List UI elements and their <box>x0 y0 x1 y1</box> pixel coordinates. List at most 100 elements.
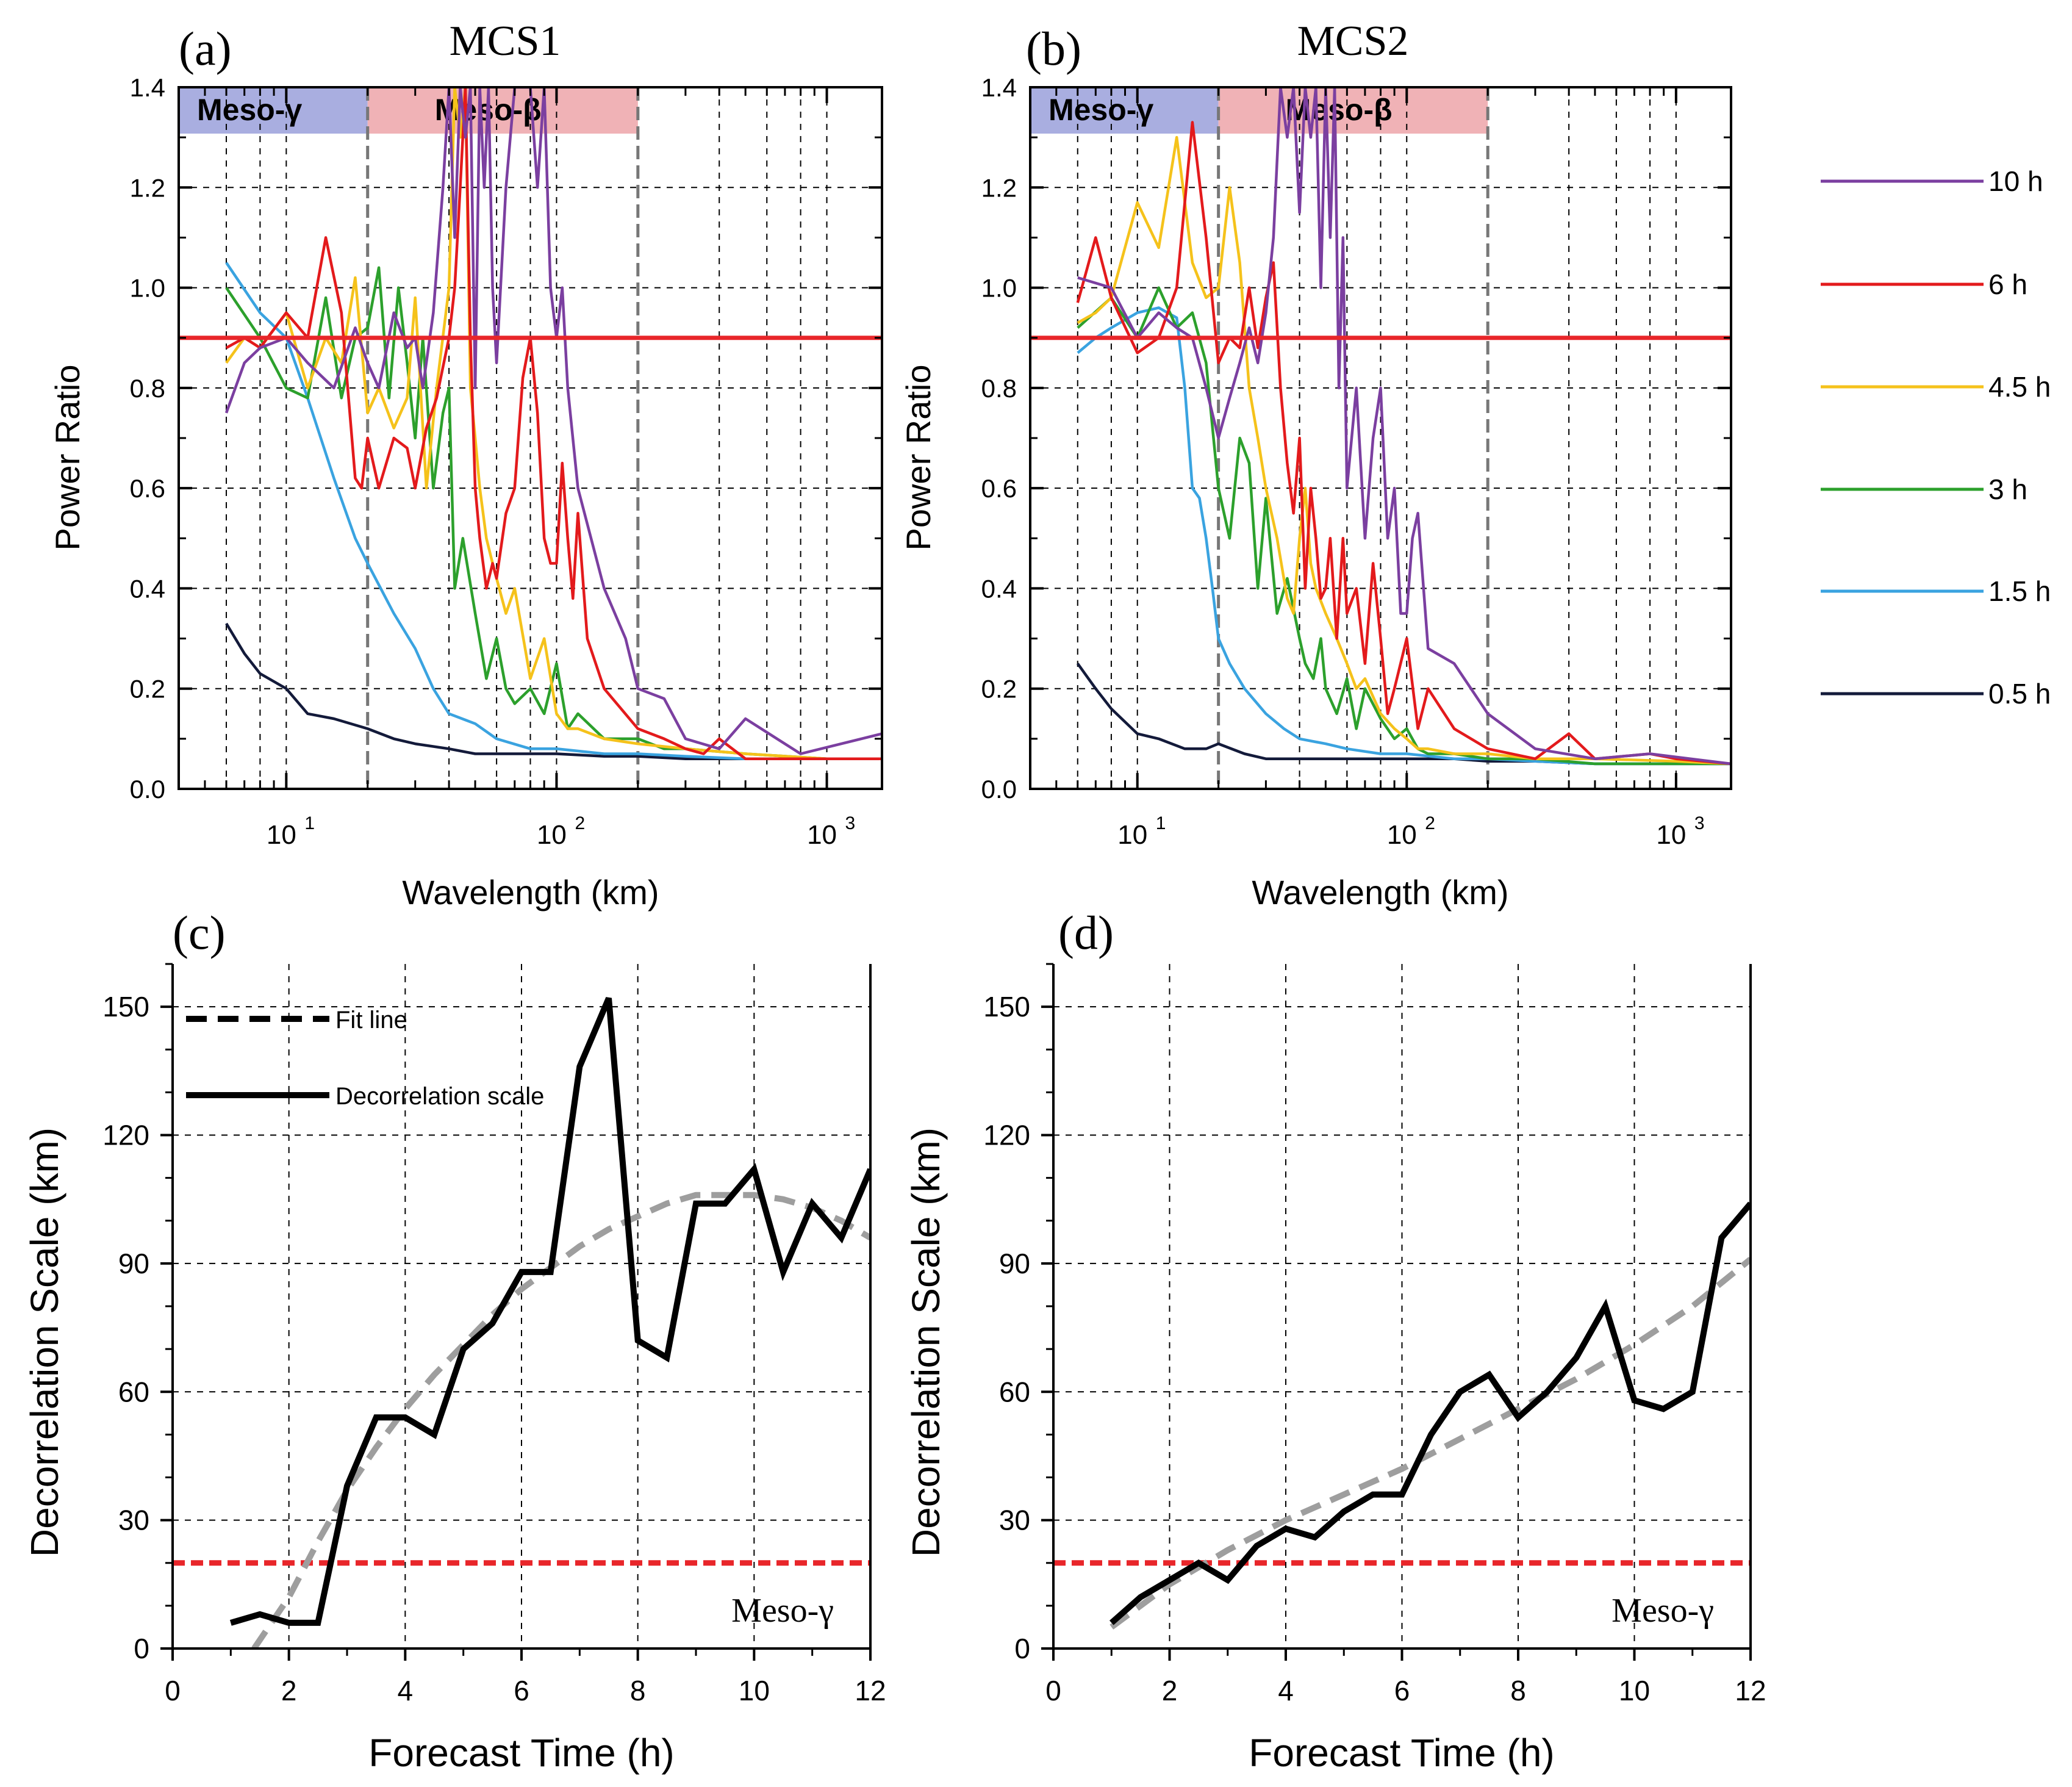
panel-label: (c) <box>173 906 226 959</box>
x-tick-label: 2 <box>1162 1675 1178 1706</box>
x-tick-exponent: 3 <box>845 813 856 833</box>
y-tick-label: 150 <box>102 991 149 1023</box>
y-axis-label: Power Ratio <box>48 364 87 550</box>
fit-line <box>1109 1257 1751 1630</box>
y-tick-label: 0 <box>1014 1633 1030 1664</box>
scale-band-label: Meso-β <box>1286 93 1393 127</box>
y-tick-label: 0 <box>134 1633 149 1664</box>
x-tick-label: 10 <box>807 820 837 850</box>
legend-label: 0.5 h <box>1988 678 2051 710</box>
x-tick-label: 4 <box>1278 1675 1294 1706</box>
x-tick-label: 0 <box>165 1675 181 1706</box>
x-tick-label: 2 <box>281 1675 297 1706</box>
legend-label: 10 h <box>1988 165 2043 197</box>
y-axis-label: Power Ratio <box>899 364 937 550</box>
chart-title: MCS2 <box>1297 18 1409 65</box>
y-tick-label: 120 <box>983 1120 1030 1151</box>
legend: Fit line Decorrelation scale <box>186 1007 544 1110</box>
scale-band-label: Meso-γ <box>1049 93 1153 127</box>
series-line-6-h <box>225 87 882 760</box>
legend-label: Fit line <box>335 1007 407 1034</box>
grid <box>1053 964 1751 1649</box>
series-group <box>173 997 870 1649</box>
y-tick-label: 0.6 <box>981 474 1017 503</box>
x-tick-label: 10 <box>537 820 567 850</box>
annotation: Meso-γ <box>731 1592 834 1630</box>
chart-title: MCS1 <box>450 18 561 65</box>
y-tick-label: 0.4 <box>130 574 165 603</box>
series-line-10-h <box>224 87 882 755</box>
y-tick-label: 1.2 <box>130 173 165 202</box>
legend-label: 4.5 h <box>1988 371 2051 403</box>
x-axis-label: Wavelength (km) <box>402 873 659 911</box>
panel-label: (b) <box>1026 22 1081 75</box>
y-tick-label: 0.4 <box>981 574 1017 603</box>
x-tick-label: 6 <box>1394 1675 1410 1706</box>
panel-b: (b) MCS2 Meso-γ Meso-β 0.0 0.2 0.4 0.6 0.8 1.0 1… <box>899 18 1732 911</box>
y-axis-label: Decorrelation Scale (km) <box>904 1127 948 1557</box>
scale-band-label: Meso-γ <box>197 93 302 127</box>
series-line-1-5-h <box>1077 306 1731 766</box>
decorrelation-scale-line <box>1109 1201 1751 1625</box>
x-tick-exponent: 2 <box>1425 813 1435 833</box>
annotation: Meso-γ <box>1611 1592 1714 1630</box>
decorrelation-scale-line <box>229 997 870 1626</box>
series-line-10-h <box>1077 87 1731 766</box>
x-axis-label: Forecast Time (h) <box>368 1731 674 1775</box>
legend-label: 1.5 h <box>1988 575 2051 607</box>
x-tick-label: 10 <box>1387 820 1417 850</box>
fit-line <box>251 1192 870 1649</box>
y-tick-label: 0.2 <box>981 675 1017 703</box>
scale-band <box>367 87 638 134</box>
y-tick-label: 90 <box>999 1248 1030 1279</box>
x-tick-label: 4 <box>398 1675 414 1706</box>
y-tick-label: 120 <box>102 1120 149 1151</box>
legend: 10 h 6 h 4.5 h 3 h 1.5 h 0.5 h <box>1821 165 2051 710</box>
y-tick-label: 30 <box>118 1505 149 1536</box>
y-tick-label: 1.4 <box>130 73 165 102</box>
x-tick-label: 10 <box>1619 1675 1650 1706</box>
x-tick-label: 10 <box>1656 820 1686 850</box>
y-tick-label: 1.0 <box>130 274 165 303</box>
y-tick-label: 0.8 <box>130 374 165 403</box>
y-tick-label: 150 <box>983 991 1030 1023</box>
scale-band <box>1218 87 1488 134</box>
series-group <box>1076 87 1731 766</box>
series-line-4-5-h <box>1077 135 1731 766</box>
series-line-3-h <box>1077 286 1731 766</box>
x-tick-label: 12 <box>1735 1675 1766 1706</box>
y-tick-label: 90 <box>118 1248 149 1279</box>
series-line-6-h <box>1076 121 1731 766</box>
plot-area: Meso-γ Meso-β0.00.20.40.60.81.01.21.410 1 1… <box>130 73 883 850</box>
x-tick-label: 10 <box>1117 820 1147 850</box>
y-tick-label: 1.0 <box>981 274 1017 303</box>
x-tick-label: 10 <box>267 820 296 850</box>
panel-a: (a) MCS1 Meso-γ Meso-β0.00.20.40.60.81.01… <box>48 18 883 911</box>
y-tick-label: 1.2 <box>981 173 1017 202</box>
x-tick-exponent: 1 <box>304 813 315 833</box>
x-axis-label: Wavelength (km) <box>1252 873 1508 911</box>
series-group <box>1053 1201 1751 1630</box>
y-tick-label: 0.0 <box>981 775 1017 804</box>
x-tick-label: 0 <box>1045 1675 1061 1706</box>
x-axis-label: Forecast Time (h) <box>1249 1731 1554 1775</box>
y-tick-label: 60 <box>118 1376 149 1408</box>
series-group <box>224 87 882 760</box>
x-tick-exponent: 2 <box>575 813 585 833</box>
y-tick-label: 0.0 <box>130 775 165 804</box>
series-line-1-5-h <box>225 262 882 760</box>
x-tick-label: 6 <box>514 1675 529 1706</box>
x-tick-exponent: 3 <box>1694 813 1705 833</box>
panel-label: (d) <box>1058 906 1114 959</box>
y-axis-label: Decorrelation Scale (km) <box>23 1127 66 1557</box>
grid <box>179 87 882 789</box>
plot-area: Meso-γ Meso-β0.00.20.40.60.81.01.21.410 1 1… <box>981 73 1732 850</box>
legend-label: Decorrelation scale <box>335 1083 544 1110</box>
x-tick-exponent: 1 <box>1156 813 1166 833</box>
legend-label: 6 h <box>1988 268 2027 300</box>
y-tick-label: 0.6 <box>130 474 165 503</box>
